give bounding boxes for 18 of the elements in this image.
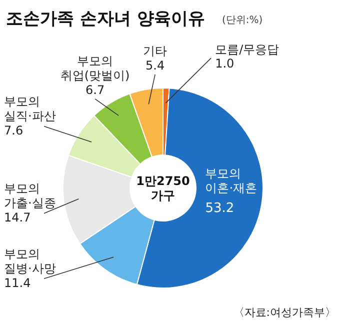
annotation: 1만2750 가구 [136,174,190,202]
label: 모름/무응답 [215,42,280,56]
label: 부모의 취업(맞벌이) [60,54,130,83]
label: 부모의 이혼·재혼 [205,166,258,195]
annotation: 〈자료:여성가족부〉 [233,306,336,319]
label: 부모의 가출·실종 [4,182,56,210]
value-label: 53.2 [205,201,234,216]
value-label: 5.4 [146,58,165,72]
value-label: 7.6 [4,123,24,138]
value-label: 11.4 [4,276,31,290]
value-label: 1.0 [215,56,234,71]
label: 부모의 질병·사망 [4,247,56,276]
title: 조손가족 손자녀 양육이유 [6,9,205,29]
value-label: 14.7 [4,210,31,224]
subtitle: (단위:%) [222,15,263,26]
label: 기타 [143,44,168,58]
label: 부모의 실직·파산 [4,94,56,124]
value-label: 6.7 [86,82,105,97]
